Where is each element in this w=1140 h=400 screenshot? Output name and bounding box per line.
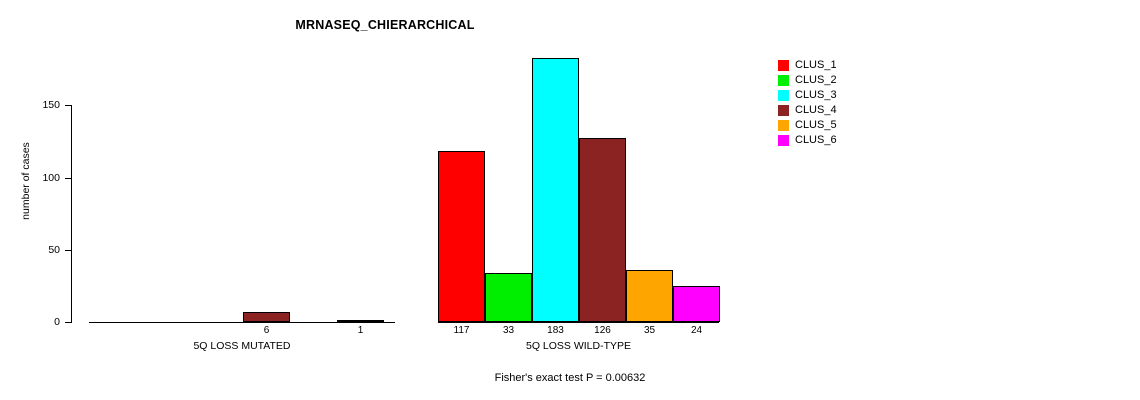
bar-left-clus6 <box>337 320 384 322</box>
legend-label-clus4: CLUS_4 <box>795 104 837 116</box>
bar-right-clus6 <box>673 286 720 322</box>
y-tick-label-50: 50 <box>48 244 60 256</box>
legend-item-clus3: CLUS_3 <box>778 88 928 103</box>
legend-label-clus1: CLUS_1 <box>795 59 837 71</box>
statistical-annotation-text: Fisher's exact test P = 0.00632 <box>494 372 646 384</box>
bar-label-right-clus2: 33 <box>502 325 515 336</box>
bar-label-left-clus6: 1 <box>357 325 364 336</box>
bar-right-clus3 <box>532 58 579 322</box>
legend-label-clus6: CLUS_6 <box>795 134 837 146</box>
legend-swatch-clus5 <box>778 120 789 131</box>
legend-item-clus6: CLUS_6 <box>778 133 928 148</box>
legend-swatch-clus1 <box>778 60 789 71</box>
legend-item-clus1: CLUS_1 <box>778 58 928 73</box>
bar-label-right-clus3: 183 <box>547 325 564 336</box>
bar-right-clus4 <box>579 138 626 322</box>
group-label-wildtype: 5Q LOSS WILD-TYPE <box>525 340 632 352</box>
legend-item-clus4: CLUS_4 <box>778 103 928 118</box>
y-tick-50 <box>65 250 72 251</box>
bar-label-right-clus4: 126 <box>594 325 611 336</box>
bar-label-left-clus4: 6 <box>263 325 270 336</box>
y-tick-label-150: 150 <box>42 99 60 111</box>
bar-right-clus5 <box>626 270 673 322</box>
legend-label-clus2: CLUS_2 <box>795 74 837 86</box>
y-tick-150 <box>65 105 72 106</box>
bar-left-clus4 <box>243 312 290 322</box>
legend-swatch-clus4 <box>778 105 789 116</box>
legend-swatch-clus2 <box>778 75 789 86</box>
legend: CLUS_1 CLUS_2 CLUS_3 CLUS_4 CLUS_5 CLUS_… <box>778 58 928 148</box>
chart-title: MRNASEQ_CHIERARCHICAL <box>295 18 475 32</box>
y-axis-line <box>71 105 72 323</box>
legend-swatch-clus3 <box>778 90 789 101</box>
bar-right-clus2 <box>485 273 532 322</box>
legend-label-clus3: CLUS_3 <box>795 89 837 101</box>
x-axis-line-left <box>89 322 395 323</box>
y-axis-title: number of cases <box>20 142 32 220</box>
y-tick-label-0: 0 <box>54 316 60 328</box>
bar-label-right-clus5: 35 <box>643 325 656 336</box>
group-label-mutated: 5Q LOSS MUTATED <box>193 340 291 352</box>
legend-label-clus5: CLUS_5 <box>795 119 837 131</box>
bar-label-right-clus1: 117 <box>453 325 470 336</box>
statistical-annotation: Fisher's exact test P = 0.00632 <box>0 372 1140 384</box>
bar-label-right-clus6: 24 <box>690 325 703 336</box>
y-tick-label-100: 100 <box>42 172 60 184</box>
legend-item-clus5: CLUS_5 <box>778 118 928 133</box>
y-tick-100 <box>65 178 72 179</box>
bar-right-clus1 <box>438 151 485 322</box>
legend-item-clus2: CLUS_2 <box>778 73 928 88</box>
legend-swatch-clus6 <box>778 135 789 146</box>
x-axis-line-right <box>438 322 719 323</box>
y-tick-0 <box>65 322 72 323</box>
